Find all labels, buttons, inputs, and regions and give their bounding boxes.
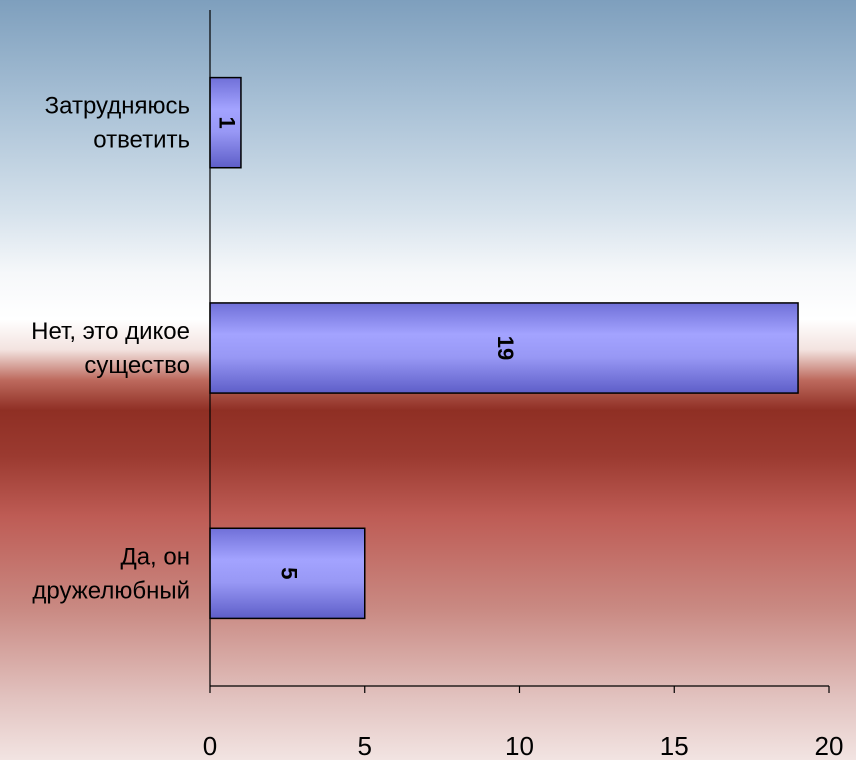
x-tick-label: 5 — [358, 731, 372, 760]
category-label: Да, он дружелюбный — [32, 543, 190, 604]
data-label: 19 — [493, 336, 518, 360]
x-tick-label: 10 — [505, 731, 534, 760]
x-tick-label: 20 — [815, 731, 844, 760]
category-label: Затрудняюсь ответить — [45, 93, 190, 154]
data-label: 5 — [277, 567, 302, 579]
data-label: 1 — [215, 117, 240, 129]
x-tick-label: 15 — [660, 731, 689, 760]
bar — [209, 302, 799, 394]
x-tick-label: 0 — [203, 731, 217, 760]
category-label: Нет, это дикое существо — [31, 318, 190, 379]
bar — [209, 527, 366, 620]
